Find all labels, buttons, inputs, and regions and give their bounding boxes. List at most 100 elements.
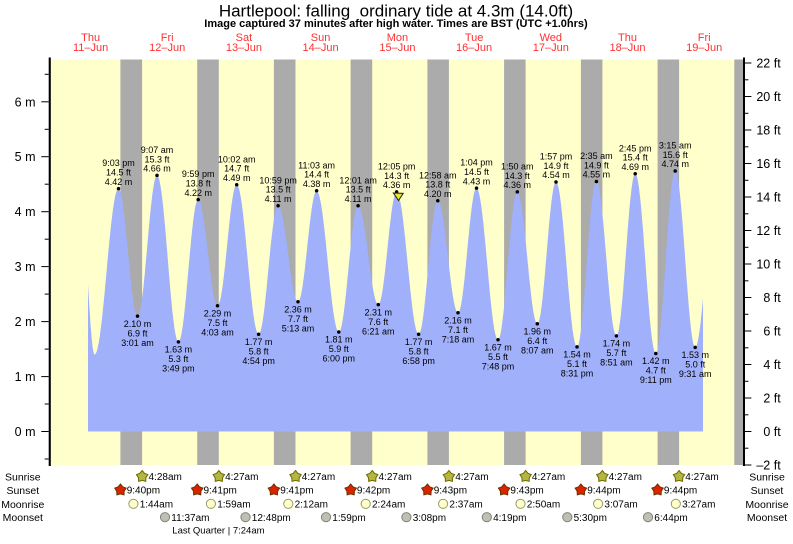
svg-text:17–Jun: 17–Jun: [533, 42, 569, 54]
svg-text:2.16 m: 2.16 m: [444, 316, 472, 326]
svg-text:14.9 ft: 14.9 ft: [543, 161, 569, 171]
svg-text:9:44pm: 9:44pm: [664, 486, 697, 497]
svg-text:12:48pm: 12:48pm: [252, 513, 291, 524]
svg-text:1.96 m: 1.96 m: [524, 327, 552, 337]
svg-text:4.22 m: 4.22 m: [184, 188, 212, 198]
svg-text:5:30pm: 5:30pm: [574, 513, 607, 524]
svg-text:10 ft: 10 ft: [756, 258, 781, 272]
svg-text:4:27am: 4:27am: [302, 472, 335, 483]
svg-text:3:49 pm: 3:49 pm: [162, 364, 195, 374]
svg-text:4.69 m: 4.69 m: [621, 162, 649, 172]
svg-text:5.8 ft: 5.8 ft: [249, 346, 270, 356]
svg-text:9:40pm: 9:40pm: [127, 486, 160, 497]
svg-text:5.5 ft: 5.5 ft: [488, 352, 509, 362]
svg-text:4.74 m: 4.74 m: [661, 159, 689, 169]
svg-text:9:07 am: 9:07 am: [141, 145, 174, 155]
svg-text:Fri: Fri: [161, 32, 174, 44]
svg-text:1.53 m: 1.53 m: [681, 350, 709, 360]
svg-text:Moonset: Moonset: [747, 512, 787, 524]
svg-text:5.7 ft: 5.7 ft: [606, 348, 627, 358]
svg-text:13.5 ft: 13.5 ft: [346, 185, 372, 195]
svg-text:Thu: Thu: [81, 32, 100, 44]
svg-text:4.38 m: 4.38 m: [303, 179, 331, 189]
svg-text:12–Jun: 12–Jun: [149, 42, 185, 54]
svg-text:9:43pm: 9:43pm: [510, 486, 543, 497]
svg-text:14.5 ft: 14.5 ft: [106, 168, 132, 178]
svg-text:2:12am: 2:12am: [295, 500, 328, 511]
svg-text:0 m: 0 m: [15, 425, 36, 439]
svg-text:22 ft: 22 ft: [756, 57, 781, 71]
svg-text:2.29 m: 2.29 m: [204, 308, 232, 318]
svg-text:2:37am: 2:37am: [449, 500, 482, 511]
svg-text:4:27am: 4:27am: [379, 472, 412, 483]
svg-text:3:01 am: 3:01 am: [121, 338, 154, 348]
svg-text:1.54 m: 1.54 m: [563, 350, 591, 360]
svg-text:1:44am: 1:44am: [140, 500, 173, 511]
svg-text:13.8 ft: 13.8 ft: [425, 180, 451, 190]
svg-text:6:21 am: 6:21 am: [362, 326, 395, 336]
svg-text:2:50am: 2:50am: [527, 500, 560, 511]
svg-text:7.6 ft: 7.6 ft: [368, 317, 389, 327]
svg-text:2:35 am: 2:35 am: [580, 151, 613, 161]
svg-text:18–Jun: 18–Jun: [609, 42, 645, 54]
svg-text:4:03 am: 4:03 am: [201, 327, 234, 337]
svg-text:7:48 pm: 7:48 pm: [482, 361, 515, 371]
svg-text:9:03 pm: 9:03 pm: [102, 158, 135, 168]
svg-text:7:18 am: 7:18 am: [442, 335, 475, 345]
svg-text:8:51 am: 8:51 am: [600, 358, 633, 368]
svg-text:8 ft: 8 ft: [763, 291, 781, 305]
svg-text:Sun: Sun: [311, 32, 331, 44]
svg-text:3:07am: 3:07am: [604, 500, 637, 511]
svg-text:14.3 ft: 14.3 ft: [384, 171, 410, 181]
svg-text:3:27am: 3:27am: [682, 500, 715, 511]
svg-text:1 m: 1 m: [15, 370, 36, 384]
svg-text:2.10 m: 2.10 m: [124, 319, 152, 329]
svg-text:5.8 ft: 5.8 ft: [409, 346, 430, 356]
svg-text:9:41pm: 9:41pm: [280, 486, 313, 497]
svg-text:9:44pm: 9:44pm: [587, 486, 620, 497]
svg-text:16 ft: 16 ft: [756, 157, 781, 171]
svg-text:Moonrise: Moonrise: [1, 499, 44, 511]
svg-text:1:57 pm: 1:57 pm: [540, 152, 573, 162]
svg-text:3:08pm: 3:08pm: [413, 513, 446, 524]
svg-text:2.36 m: 2.36 m: [284, 305, 312, 315]
svg-text:4:54 pm: 4:54 pm: [242, 356, 275, 366]
svg-text:1.67 m: 1.67 m: [484, 342, 512, 352]
svg-text:4.42 m: 4.42 m: [105, 177, 133, 187]
svg-text:Tue: Tue: [465, 32, 484, 44]
svg-text:15.6 ft: 15.6 ft: [663, 150, 689, 160]
svg-text:2 ft: 2 ft: [763, 392, 781, 406]
svg-text:11:03 am: 11:03 am: [298, 160, 335, 170]
svg-text:4:27am: 4:27am: [532, 472, 565, 483]
svg-text:16–Jun: 16–Jun: [456, 42, 492, 54]
svg-text:Sunset: Sunset: [751, 485, 784, 497]
svg-text:3:15 am: 3:15 am: [659, 141, 692, 151]
svg-text:7.7 ft: 7.7 ft: [288, 314, 309, 324]
svg-text:–2 ft: –2 ft: [756, 459, 781, 473]
svg-text:5.9 ft: 5.9 ft: [329, 344, 350, 354]
svg-text:1:59am: 1:59am: [217, 500, 250, 511]
svg-text:5.0 ft: 5.0 ft: [685, 360, 706, 370]
svg-text:4:27am: 4:27am: [685, 472, 718, 483]
svg-text:12:05 pm: 12:05 pm: [378, 162, 416, 172]
svg-text:19–Jun: 19–Jun: [686, 42, 722, 54]
svg-text:13.8 ft: 13.8 ft: [186, 179, 212, 189]
svg-text:6:44pm: 6:44pm: [654, 513, 687, 524]
svg-text:4.55 m: 4.55 m: [583, 170, 611, 180]
svg-text:14.3 ft: 14.3 ft: [505, 171, 531, 181]
svg-text:1.74 m: 1.74 m: [603, 339, 631, 349]
svg-text:1:50 am: 1:50 am: [501, 162, 534, 172]
svg-text:9:42pm: 9:42pm: [357, 486, 390, 497]
svg-text:1.77 m: 1.77 m: [245, 337, 273, 347]
svg-text:1.77 m: 1.77 m: [405, 337, 433, 347]
svg-text:7.1 ft: 7.1 ft: [448, 325, 469, 335]
svg-text:14.7 ft: 14.7 ft: [224, 164, 250, 174]
svg-text:7.5 ft: 7.5 ft: [207, 318, 228, 328]
svg-text:4.49 m: 4.49 m: [223, 173, 251, 183]
svg-text:1:59pm: 1:59pm: [332, 513, 365, 524]
svg-text:4:27am: 4:27am: [609, 472, 642, 483]
svg-text:Fri: Fri: [698, 32, 711, 44]
svg-text:1.63 m: 1.63 m: [165, 345, 193, 355]
svg-text:4.11 m: 4.11 m: [345, 194, 372, 204]
svg-text:15.4 ft: 15.4 ft: [623, 153, 649, 163]
